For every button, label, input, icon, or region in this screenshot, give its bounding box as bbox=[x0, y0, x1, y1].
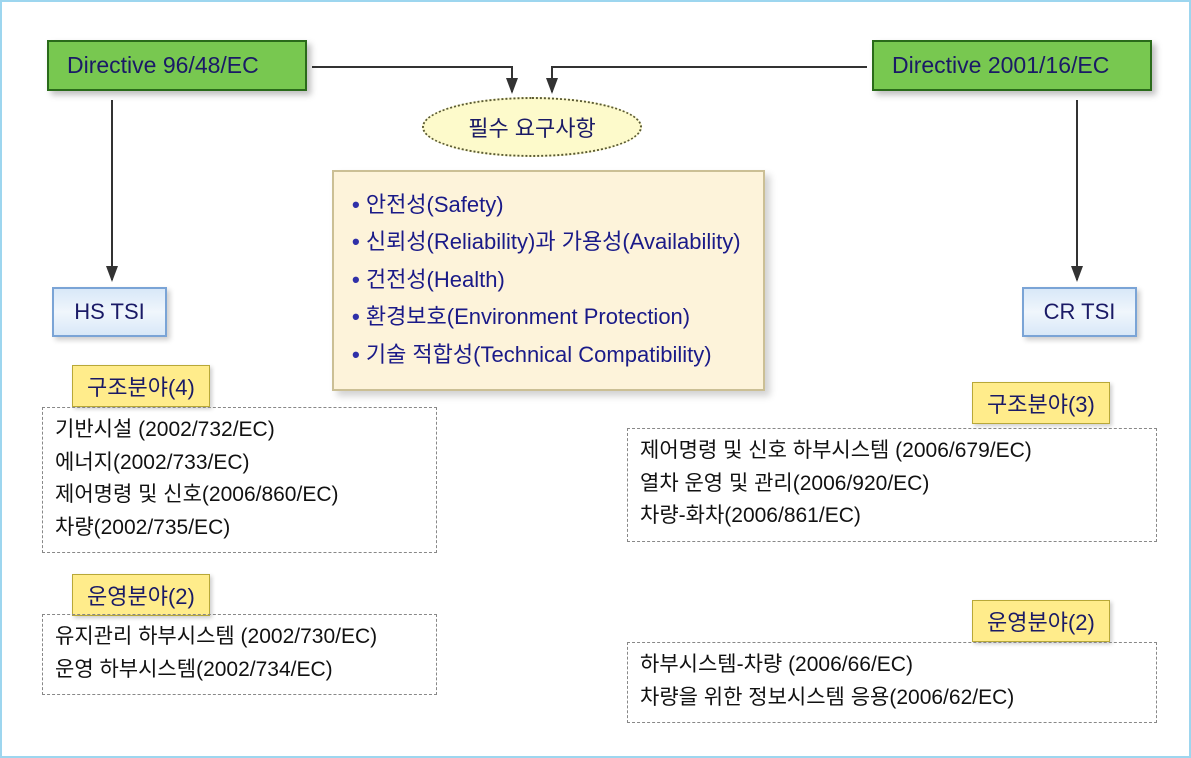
right-struct-list: 제어명령 및 신호 하부시스템 (2006/679/EC) 열차 운영 및 관리… bbox=[627, 428, 1157, 542]
list-item: 유지관리 하부시스템 (2002/730/EC) bbox=[55, 621, 424, 654]
cr-tsi-label: CR TSI bbox=[1044, 299, 1116, 324]
left-struct-label-box: 구조분야(4) bbox=[72, 365, 210, 407]
diagram-frame: Directive 96/48/EC Directive 2001/16/EC … bbox=[0, 0, 1191, 758]
list-item: 제어명령 및 신호(2006/860/EC) bbox=[55, 479, 424, 512]
left-directive-box: Directive 96/48/EC bbox=[47, 40, 307, 91]
left-struct-list: 기반시설 (2002/732/EC) 에너지(2002/733/EC) 제어명령… bbox=[42, 407, 437, 553]
requirements-title: 필수 요구사항 bbox=[468, 111, 596, 143]
cr-tsi-box: CR TSI bbox=[1022, 287, 1137, 337]
requirement-item: 기술 적합성(Technical Compatibility) bbox=[352, 336, 741, 373]
hs-tsi-box: HS TSI bbox=[52, 287, 167, 337]
requirements-title-ellipse: 필수 요구사항 bbox=[422, 97, 642, 157]
list-item: 기반시설 (2002/732/EC) bbox=[55, 414, 424, 447]
left-ops-label: 운영분야(2) bbox=[87, 584, 195, 609]
list-item: 운영 하부시스템(2002/734/EC) bbox=[55, 654, 424, 687]
right-struct-label: 구조분야(3) bbox=[987, 392, 1095, 417]
list-item: 하부시스템-차량 (2006/66/EC) bbox=[640, 649, 1144, 682]
left-ops-list: 유지관리 하부시스템 (2002/730/EC) 운영 하부시스템(2002/7… bbox=[42, 614, 437, 695]
right-directive-label: Directive 2001/16/EC bbox=[892, 52, 1109, 78]
right-ops-label: 운영분야(2) bbox=[987, 610, 1095, 635]
right-ops-list: 하부시스템-차량 (2006/66/EC) 차량을 위한 정보시스템 응용(20… bbox=[627, 642, 1157, 723]
right-struct-label-box: 구조분야(3) bbox=[972, 382, 1110, 424]
requirement-item: 신뢰성(Reliability)과 가용성(Availability) bbox=[352, 223, 741, 260]
left-ops-label-box: 운영분야(2) bbox=[72, 574, 210, 616]
list-item: 차량을 위한 정보시스템 응용(2006/62/EC) bbox=[640, 682, 1144, 715]
list-item: 열차 운영 및 관리(2006/920/EC) bbox=[640, 468, 1144, 501]
list-item: 차량(2002/735/EC) bbox=[55, 512, 424, 545]
hs-tsi-label: HS TSI bbox=[74, 299, 145, 324]
requirement-item: 건전성(Health) bbox=[352, 261, 741, 298]
right-directive-box: Directive 2001/16/EC bbox=[872, 40, 1152, 91]
list-item: 에너지(2002/733/EC) bbox=[55, 447, 424, 480]
requirements-panel: 안전성(Safety) 신뢰성(Reliability)과 가용성(Availa… bbox=[332, 170, 765, 391]
list-item: 제어명령 및 신호 하부시스템 (2006/679/EC) bbox=[640, 435, 1144, 468]
left-directive-label: Directive 96/48/EC bbox=[67, 52, 259, 78]
left-struct-label: 구조분야(4) bbox=[87, 375, 195, 400]
requirement-item: 안전성(Safety) bbox=[352, 186, 741, 223]
right-ops-label-box: 운영분야(2) bbox=[972, 600, 1110, 642]
requirement-item: 환경보호(Environment Protection) bbox=[352, 298, 741, 335]
list-item: 차량-화차(2006/861/EC) bbox=[640, 500, 1144, 533]
